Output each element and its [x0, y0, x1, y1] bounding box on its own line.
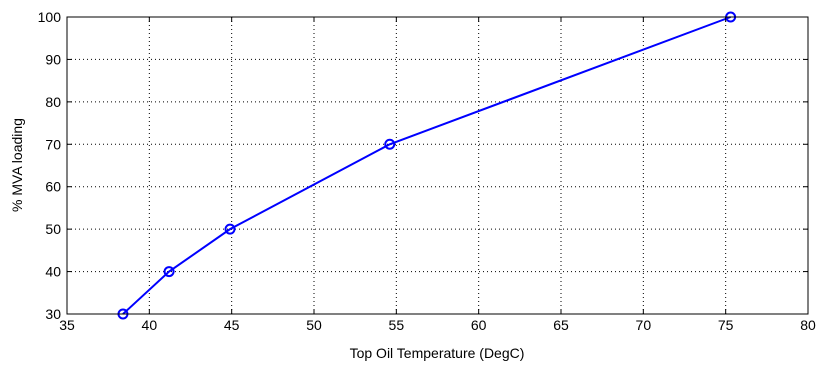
y-tick-label: 90 [45, 51, 61, 67]
plot-background [67, 17, 808, 314]
grid-lines [67, 17, 808, 314]
y-axis-label: % MVA loading [9, 118, 25, 212]
x-tick-label: 40 [142, 317, 158, 333]
data-point [224, 223, 236, 235]
data-point [163, 266, 175, 278]
y-tick-label: 50 [45, 221, 61, 237]
x-tick-label: 70 [636, 317, 652, 333]
x-tick-label: 80 [800, 317, 816, 333]
y-tick-label: 80 [45, 94, 61, 110]
series-line [122, 16, 731, 315]
y-tick-label: 40 [45, 264, 61, 280]
x-tick-label: 55 [389, 317, 405, 333]
y-tick-label: 60 [45, 179, 61, 195]
y-tick-label: 100 [38, 9, 62, 25]
x-tick-label: 60 [471, 317, 487, 333]
plot-frame [66, 16, 809, 315]
series-layer [117, 11, 737, 320]
x-tick-label: 65 [553, 317, 569, 333]
x-tick-label: 50 [306, 317, 322, 333]
x-tick-label: 75 [718, 317, 734, 333]
x-tick-label: 45 [224, 317, 240, 333]
x-axis-label: Top Oil Temperature (DegC) [350, 345, 525, 361]
x-tick-label: 35 [59, 317, 75, 333]
data-point [384, 138, 396, 150]
y-tick-label: 70 [45, 136, 61, 152]
axis-ticks: 35 40 45 50 55 60 65 70 75 80 30 40 50 60 70 80 90 100 [38, 9, 816, 333]
y-tick-label: 30 [45, 306, 61, 322]
